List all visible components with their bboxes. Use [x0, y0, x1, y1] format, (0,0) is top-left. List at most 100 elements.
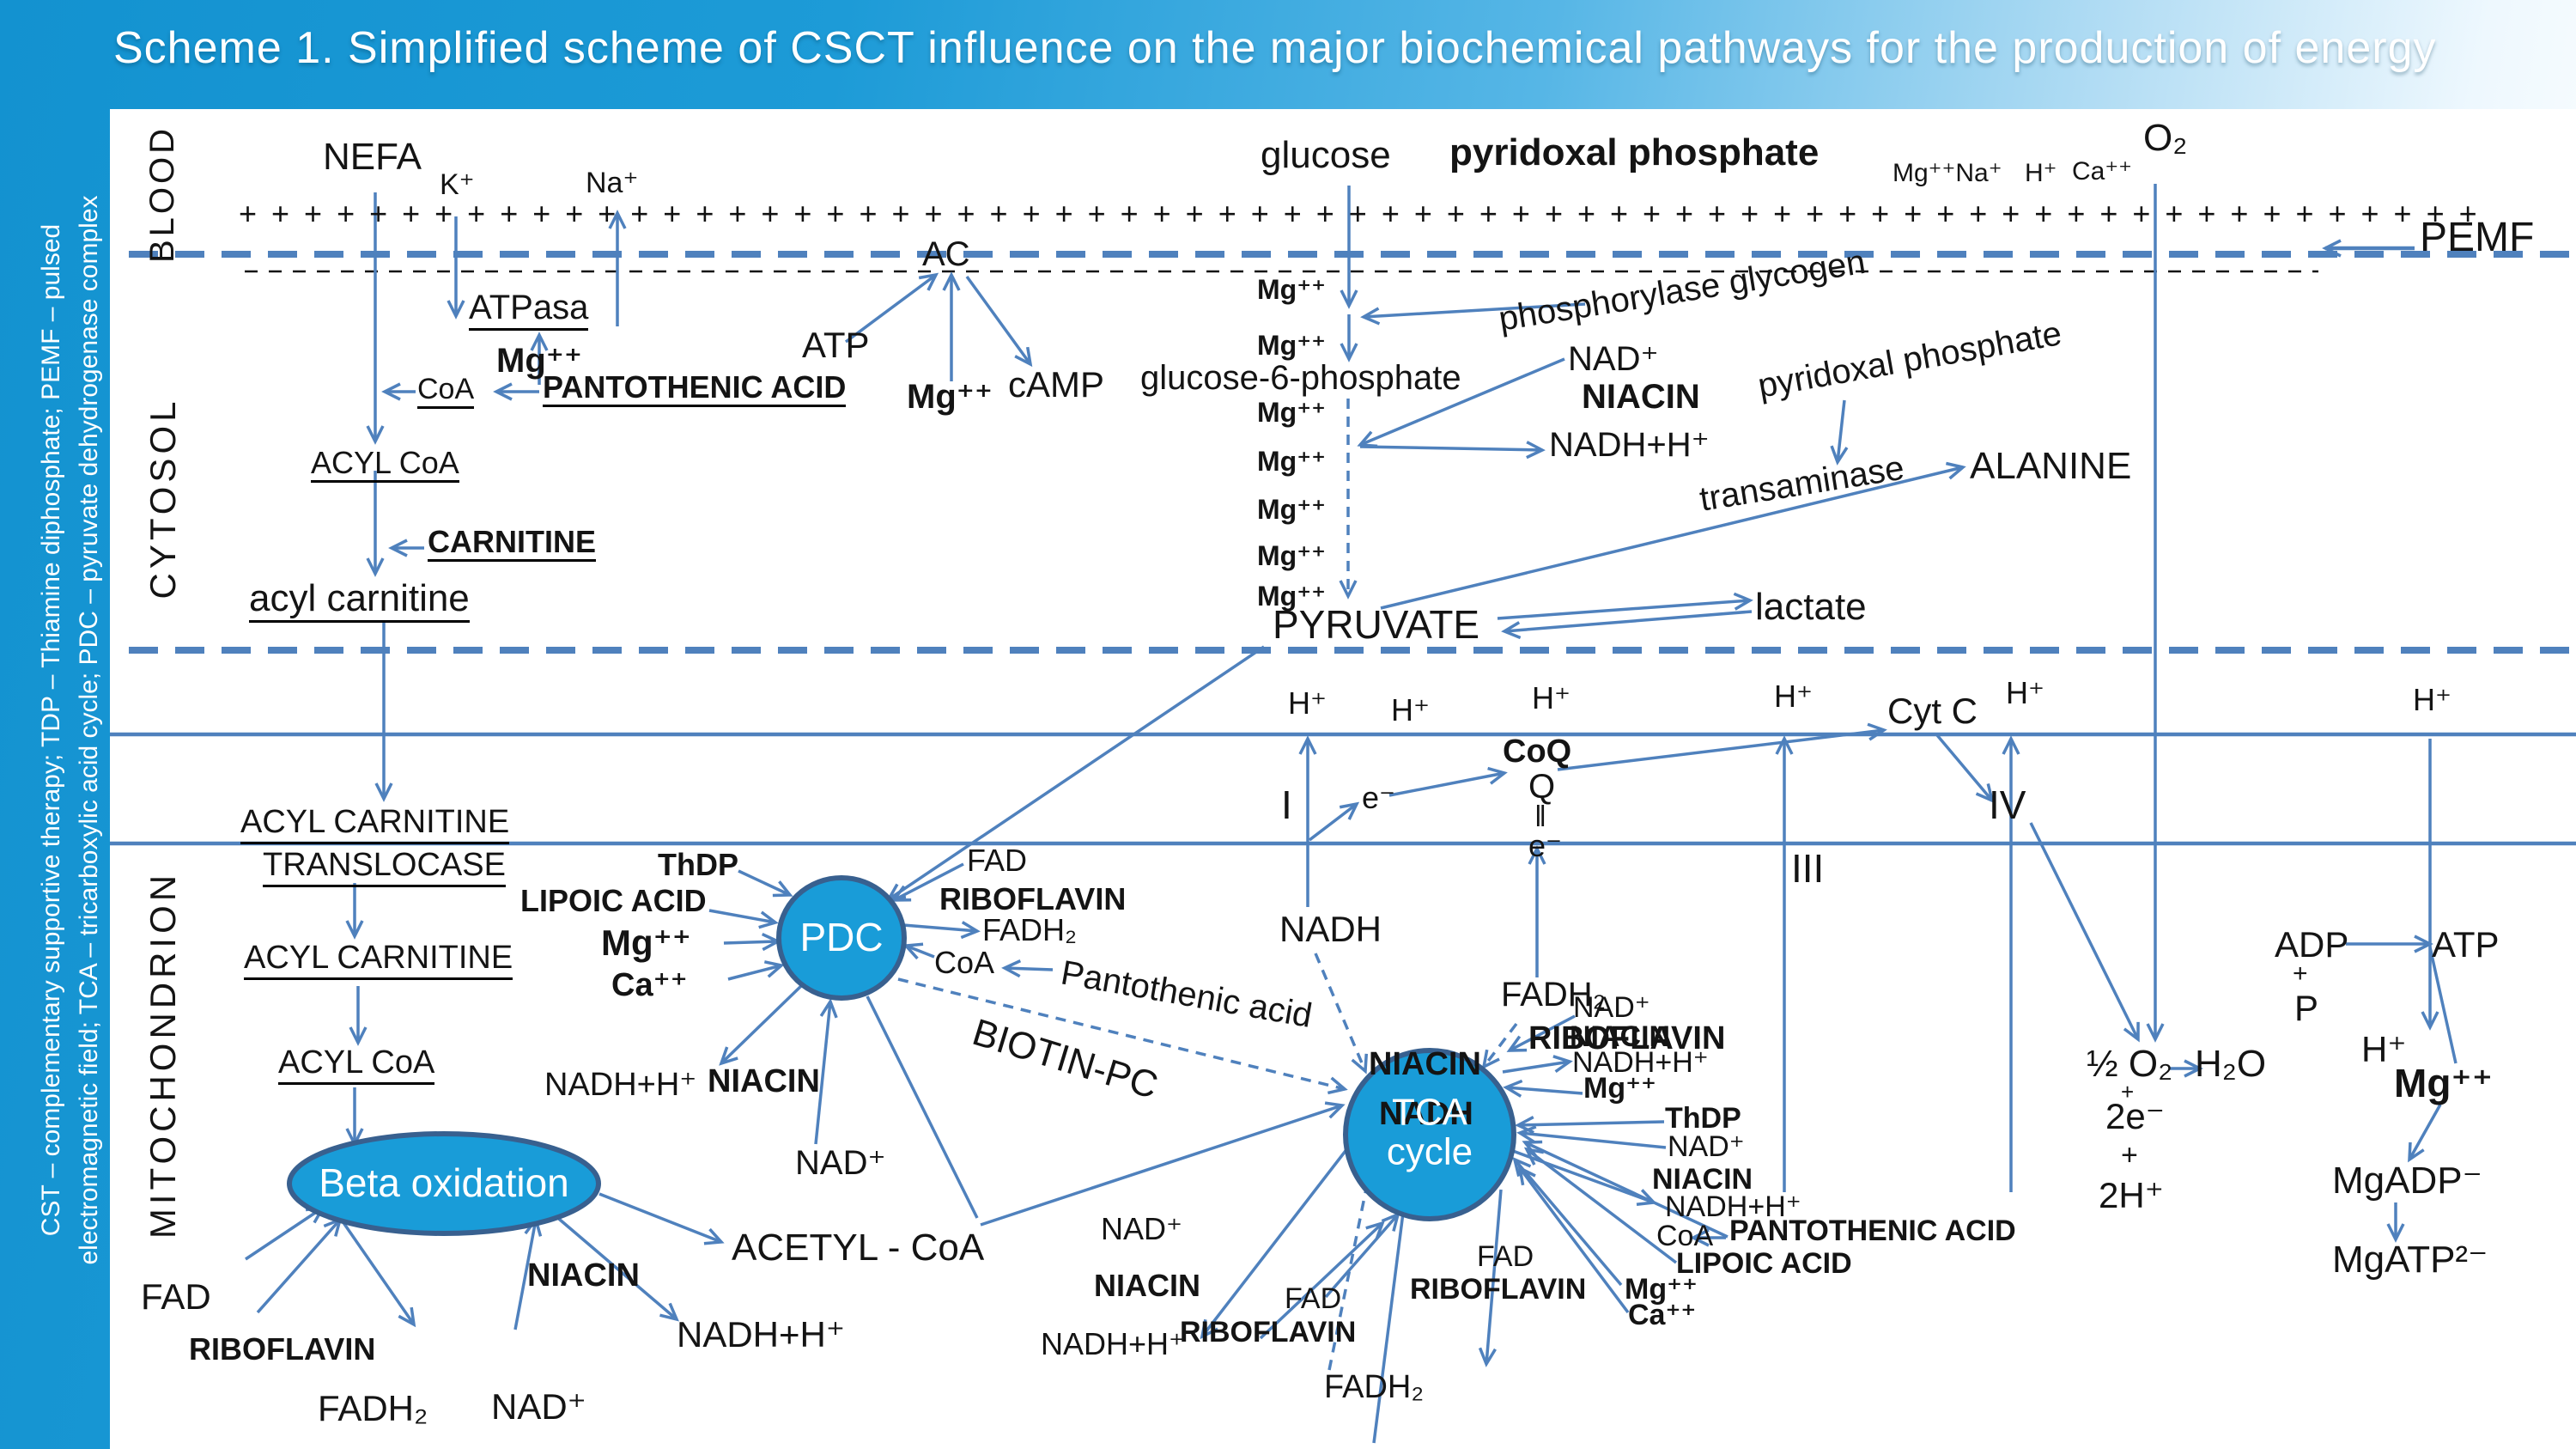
arrow-18	[844, 272, 939, 344]
label-h-o-112: H₂O	[2195, 1043, 2267, 1085]
region-cytosol: CYTOSOL	[143, 397, 184, 600]
label-cyt-c-43: Cyt C	[1887, 691, 1978, 731]
label-niacin-91: NIACIN	[1652, 1163, 1753, 1196]
label-e-48: e⁻	[1528, 828, 1563, 863]
label-mg-na-5: Mg⁺⁺Na⁺	[1893, 159, 2002, 187]
arrow-63	[902, 921, 981, 940]
label-niacin-66: NIACIN	[527, 1257, 640, 1294]
arrow-44	[2428, 947, 2458, 1064]
label-niacin-83: NIACIN	[1094, 1268, 1200, 1303]
label-niacin-86: NIACIN	[1570, 1020, 1671, 1053]
arrow-23	[1360, 302, 1586, 326]
region-blood: BLOOD	[143, 125, 182, 264]
arrow-76	[1523, 1147, 1678, 1264]
tca-ellipse	[1343, 1048, 1516, 1221]
label-nad-82: NAD⁺	[1101, 1211, 1183, 1246]
label-h-41: H⁺	[1774, 679, 1813, 714]
arrow-59	[708, 909, 779, 929]
label-iii-51: III	[1791, 846, 1825, 891]
arrow-82	[1324, 1212, 1400, 1299]
label-riboflavin-101: RIBOFLAVIN	[1180, 1316, 1357, 1349]
label-atpasa-11: ATPasa	[469, 289, 589, 331]
label-h-44: H⁺	[2413, 682, 2451, 717]
label-nadh-53: NADH	[1279, 909, 1382, 949]
label-niacin-79: NIACIN	[708, 1063, 820, 1099]
arrow-30	[1501, 610, 1753, 640]
label-nadh-h-84: NADH+H⁺	[1041, 1326, 1186, 1361]
label-alanine-35: ALANINE	[1970, 445, 2132, 487]
arrow-40	[2029, 822, 2140, 1043]
label-fad-98: FAD	[1477, 1240, 1534, 1273]
label-nadh-h-87: NADH+H⁺	[1572, 1046, 1709, 1079]
label-fadh-74: FADH₂	[982, 912, 1077, 947]
label-camp-15: cAMP	[1008, 364, 1105, 405]
label-pyridoxal-phosphate-4: pyridoxal phosphate	[1449, 131, 1820, 174]
label-glucose-3: glucose	[1261, 134, 1391, 176]
label-pemf-9: PEMF	[2420, 215, 2535, 260]
label-e-49: e⁻	[1362, 780, 1396, 815]
label-glucose-6-phosphate-29: glucose-6-phosphate	[1140, 359, 1461, 397]
label-mg-27: Mg⁺⁺	[1257, 540, 1326, 571]
sidebar-abbreviations-line2: electromagnetic field; TCA – tricarboxyl…	[75, 195, 103, 1265]
label-ca-71: Ca⁺⁺	[611, 967, 688, 1003]
label-acyl-coa-61: ACYL CoA	[278, 1045, 435, 1085]
arrow-51	[897, 977, 1348, 1095]
label-nad-80: NAD⁺	[795, 1144, 886, 1182]
arrow-71	[1502, 1055, 1573, 1074]
label-p-105: P	[2294, 988, 2319, 1028]
label-acyl-carnitine-20: acyl carnitine	[249, 579, 470, 623]
label-mg-22: Mg⁺⁺	[1257, 274, 1326, 305]
tca-node-label: TCA cycle	[1386, 1091, 1473, 1172]
label-mgatp-110: MgATP²⁻	[2332, 1239, 2488, 1281]
label-thdp-89: ThDP	[1665, 1102, 1741, 1135]
label-k-1: K⁺	[440, 168, 475, 201]
arrow-26	[1359, 441, 1546, 460]
label-pyruvate-36: PYRUVATE	[1273, 602, 1480, 647]
label-fad-62: FAD	[141, 1276, 211, 1317]
label-atp-13: ATP	[802, 325, 870, 365]
label-acyl-carnitine-60: ACYL CARNITINE	[244, 941, 513, 980]
label-2e-114: 2e⁻	[2105, 1096, 2165, 1136]
label-h-107: H⁺	[2361, 1029, 2407, 1069]
arrow-48	[1314, 953, 1369, 1075]
label-lactate-37: lactate	[1755, 586, 1867, 628]
label-acyl-coa-18: ACYL CoA	[311, 447, 459, 484]
arrow-35	[1557, 722, 1887, 771]
label-iv-52: IV	[1989, 782, 2026, 827]
arrow-31	[885, 645, 1265, 902]
arrow-36	[1935, 734, 1995, 803]
arrow-74	[1516, 1125, 1667, 1149]
label-acetyl-coa-81: ACETYL - CoA	[732, 1227, 985, 1269]
arrow-66	[719, 983, 805, 1066]
label-niacin-55: NIACIN	[1369, 1046, 1481, 1082]
membrane-plus-row: ++++++++++++++++++++++++++++++++++++++++…	[239, 196, 2492, 231]
label-riboflavin-57: RIBOFLAVIN	[1528, 1020, 1726, 1056]
label-ca-97: Ca⁺⁺	[1628, 1299, 1697, 1331]
arrow-83	[1259, 1221, 1385, 1340]
beta-oxidation-node-label: Beta oxidation	[319, 1160, 569, 1206]
label-nadh-h-32: NADH+H⁺	[1549, 426, 1710, 464]
arrow-45	[2408, 1104, 2442, 1163]
arrow-20	[965, 275, 1033, 368]
label-mg-23: Mg⁺⁺	[1257, 330, 1326, 361]
label-adp-103: ADP	[2275, 924, 2349, 965]
label-nadh-56: NADH	[1379, 1096, 1473, 1132]
arrow-61	[727, 960, 785, 981]
label-label-113: +	[2121, 1079, 2135, 1105]
label-atp-106: ATP	[2432, 924, 2500, 965]
arrow-70	[1506, 1014, 1576, 1052]
page-title: Scheme 1. Simplified scheme of CSCT infl…	[113, 23, 2437, 73]
label-carnitine-19: CARNITINE	[428, 526, 596, 563]
label-fad-72: FAD	[967, 843, 1028, 878]
label-mg-14: Mg⁺⁺	[907, 378, 993, 416]
label-na-2: Na⁺	[586, 167, 639, 199]
label-pantothenic-acid-17: PANTOTHENIC ACID	[543, 371, 847, 408]
arrow-58	[738, 869, 793, 898]
label-mg-24: Mg⁺⁺	[1257, 397, 1326, 428]
arrow-53	[256, 1217, 343, 1314]
label-o-8: O₂	[2143, 117, 2188, 159]
arrow-84	[1372, 1212, 1405, 1444]
arrow-27	[1830, 399, 1849, 466]
label-riboflavin-63: RIBOFLAVIN	[189, 1331, 376, 1367]
